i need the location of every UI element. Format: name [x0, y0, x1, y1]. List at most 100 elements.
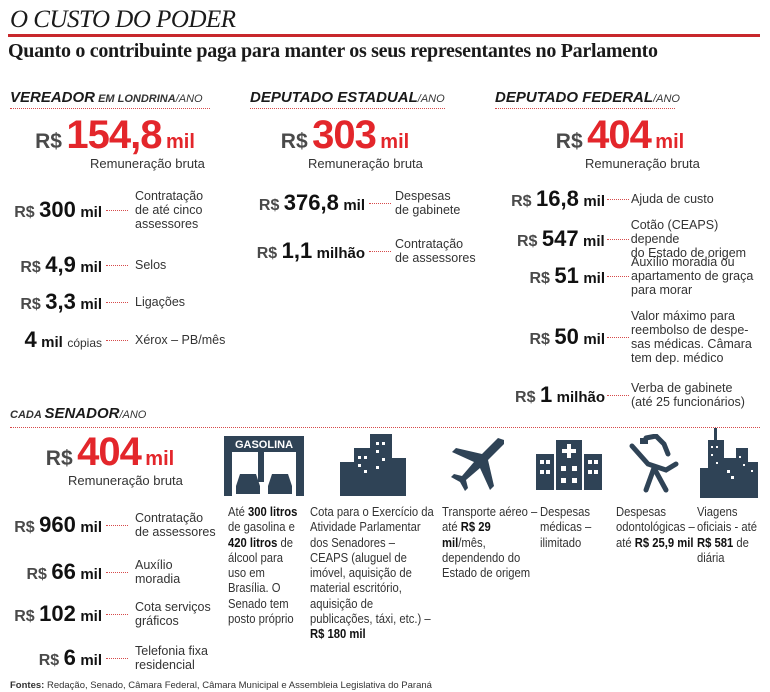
highlight: R$ 29 mil [442, 520, 491, 550]
senador-item: R$ 960 mil Contratação de assessores [0, 511, 216, 539]
amount: 3,3 [45, 289, 76, 314]
currency: R$ [35, 130, 62, 153]
item-desc: Cota serviços gráficos [135, 600, 211, 628]
amount: 300 [39, 197, 76, 222]
senador-item: R$ 66 mil Auxílio moradia [0, 558, 180, 586]
item-desc: Verba de gabinete (até 25 funcionários) [631, 381, 745, 409]
text: Até [228, 505, 249, 519]
leader-line [369, 202, 391, 204]
unit: mil [80, 296, 102, 313]
gas-station-icon: GASOLINA [224, 436, 304, 496]
item-desc: Contratação de assessores [135, 511, 216, 539]
heading-period: /ANO [417, 93, 445, 105]
currency: R$ [14, 204, 35, 221]
item-desc: Selos [135, 258, 167, 272]
infographic-subtitle: Quanto o contribuinte paga para manter o… [8, 40, 658, 62]
currency: R$ [26, 566, 47, 583]
unit: mil [380, 131, 410, 153]
benefit-medical: Despesas médicas – ilimitado [540, 505, 605, 551]
unit: mil [145, 448, 175, 470]
item-desc: Ligações [135, 295, 186, 309]
item-desc: Contratação de até cinco assessores [135, 189, 204, 231]
text: Despesas odontológicas – até [616, 505, 695, 550]
benefit-dental: Despesas odontológicas – até R$ 25,9 mil [616, 505, 699, 551]
currency: R$ [14, 519, 35, 536]
heading-main: DEPUTADO ESTADUAL [250, 89, 418, 106]
text: de álcool para uso em Brasília. O Senado… [228, 535, 294, 627]
leader-line [607, 275, 629, 277]
benefit-ceaps: Cota para o Exercício da Atividade Parla… [310, 505, 434, 643]
unit: mil [80, 519, 102, 536]
federal-item: R$ 51 mil Auxílio moradia ou apartamento … [495, 255, 753, 297]
leader-line [106, 301, 128, 303]
leader-line [106, 264, 128, 266]
text: Viagens oficiais - até [697, 505, 758, 535]
estadual-salary: R$ 303 mil [250, 113, 440, 158]
currency: R$ [256, 245, 278, 262]
leader-line [106, 613, 128, 615]
federal-item: R$ 16,8 mil Ajuda de custo [495, 186, 714, 212]
item-desc: Cotão (CEAPS) depende do Estado de orige… [630, 218, 747, 260]
city-skyline-icon [700, 428, 758, 498]
item-desc: Ajuda de custo [631, 192, 714, 206]
leader-line [106, 339, 128, 341]
heading-main: DEPUTADO FEDERAL [495, 89, 654, 106]
infographic-title: O CUSTO DO PODER [10, 6, 236, 33]
senador-item: R$ 102 mil Cota serviços gráficos [0, 600, 211, 628]
benefit-gasoline: Até 300 litros de gasolina e 420 litros … [228, 505, 302, 627]
salary-label: Remuneração bruta [68, 473, 183, 488]
currency: R$ [529, 270, 550, 287]
text: Despesas médicas – ilimitado [540, 505, 592, 550]
text: de gasolina e [228, 520, 295, 535]
estadual-item: R$ 376,8 mil Despesas de gabinete [250, 189, 460, 217]
vereador-item: R$ 4,9 mil Selos [0, 252, 166, 278]
salary-label: Remuneração bruta [585, 156, 700, 171]
federal-item: R$ 1 milhão Verba de gabinete (até 25 fun… [495, 381, 745, 409]
unit: mil [80, 608, 102, 625]
unit: mil [583, 193, 605, 210]
highlight: R$ 25,9 mil [634, 535, 694, 550]
item-desc: Auxílio moradia [135, 558, 181, 586]
divider [250, 108, 445, 109]
senador-salary: R$ 404 mil [10, 430, 210, 475]
item-desc: Telefonia fixa residencial [135, 644, 208, 672]
unit-suffix: cópias [67, 336, 102, 350]
heading-period: /ANO [175, 93, 203, 105]
highlight: R$ 581 [697, 535, 734, 550]
heading-sub: EM LONDRINA [95, 93, 176, 105]
divider [495, 108, 675, 109]
unit: mil [583, 233, 605, 250]
leader-line [106, 571, 128, 573]
amount: 154,8 [66, 113, 162, 157]
leader-line [106, 209, 128, 211]
amount: 50 [554, 324, 579, 349]
leader-line [607, 336, 629, 338]
amount: 51 [554, 263, 579, 288]
item-desc: Valor máximo para reembolso de despe- sa… [631, 309, 752, 365]
unit: mil [165, 131, 195, 153]
heading-main: VEREADOR [10, 89, 96, 106]
benefit-travel: Viagens oficiais - até R$ 581 de diária [697, 505, 767, 566]
heading-period: /ANO [653, 93, 680, 105]
highlight: 420 litros [228, 535, 278, 550]
vereador-item: 4 mil cópias Xérox – PB/mês [0, 327, 225, 353]
unit: mil [583, 270, 605, 287]
leader-line [607, 198, 629, 200]
amount: 6 [63, 645, 76, 670]
leader-line [106, 524, 128, 526]
divider [10, 427, 760, 428]
highlight: R$ 180 mil [310, 627, 366, 642]
leader-line [369, 250, 391, 252]
amount: 4 [24, 327, 37, 352]
highlight: 300 litros [248, 505, 298, 519]
leader-line [607, 394, 629, 396]
unit: mil [80, 259, 102, 276]
currency: R$ [280, 130, 308, 153]
item-desc: Xérox – PB/mês [135, 333, 226, 347]
title-rule [8, 34, 760, 37]
vereador-heading: VEREADOR EM LONDRINA/ANO [10, 89, 203, 106]
sources-text: Redação, Senado, Câmara Federal, Câmara … [44, 680, 432, 691]
currency: R$ [38, 652, 60, 669]
salary-label: Remuneração bruta [90, 156, 205, 171]
text: /mês, dependendo do Estado de origem [442, 535, 531, 581]
